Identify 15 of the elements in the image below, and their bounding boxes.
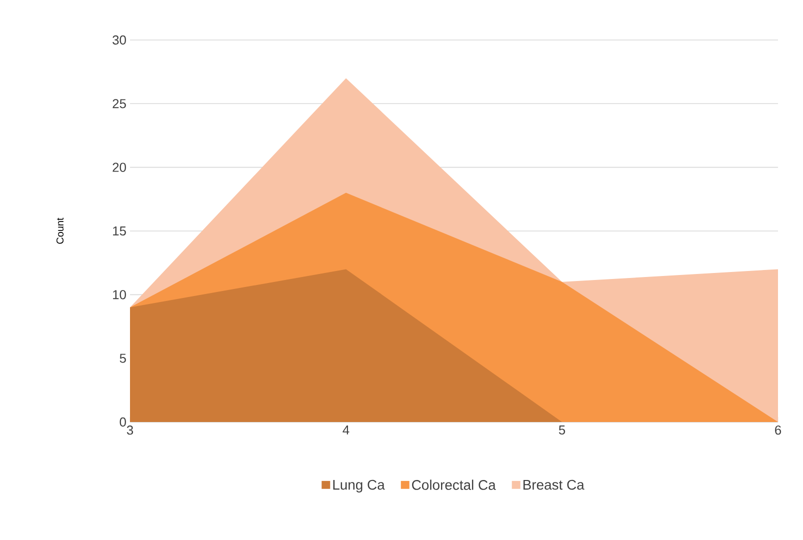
legend-label: Lung Ca bbox=[333, 480, 385, 492]
y-axis-title: Count bbox=[56, 218, 64, 244]
y-tick-label: 0 bbox=[120, 417, 126, 427]
x-tick-label: 3 bbox=[126, 426, 134, 435]
x-tick-label: 6 bbox=[775, 426, 782, 435]
y-tick-label: 25 bbox=[112, 99, 126, 108]
x-tick-label: 4 bbox=[342, 426, 350, 434]
y-tick-label: 15 bbox=[113, 226, 126, 236]
y-tick-label: 30 bbox=[112, 35, 126, 45]
y-tick-label: 10 bbox=[113, 290, 126, 300]
x-tick-label: 5 bbox=[558, 426, 566, 435]
y-tick-label: 20 bbox=[112, 162, 126, 172]
legend-label: Colorectal Ca bbox=[412, 480, 496, 490]
legend-label: Breast Ca bbox=[523, 480, 584, 490]
y-tick-label: 5 bbox=[120, 354, 126, 363]
